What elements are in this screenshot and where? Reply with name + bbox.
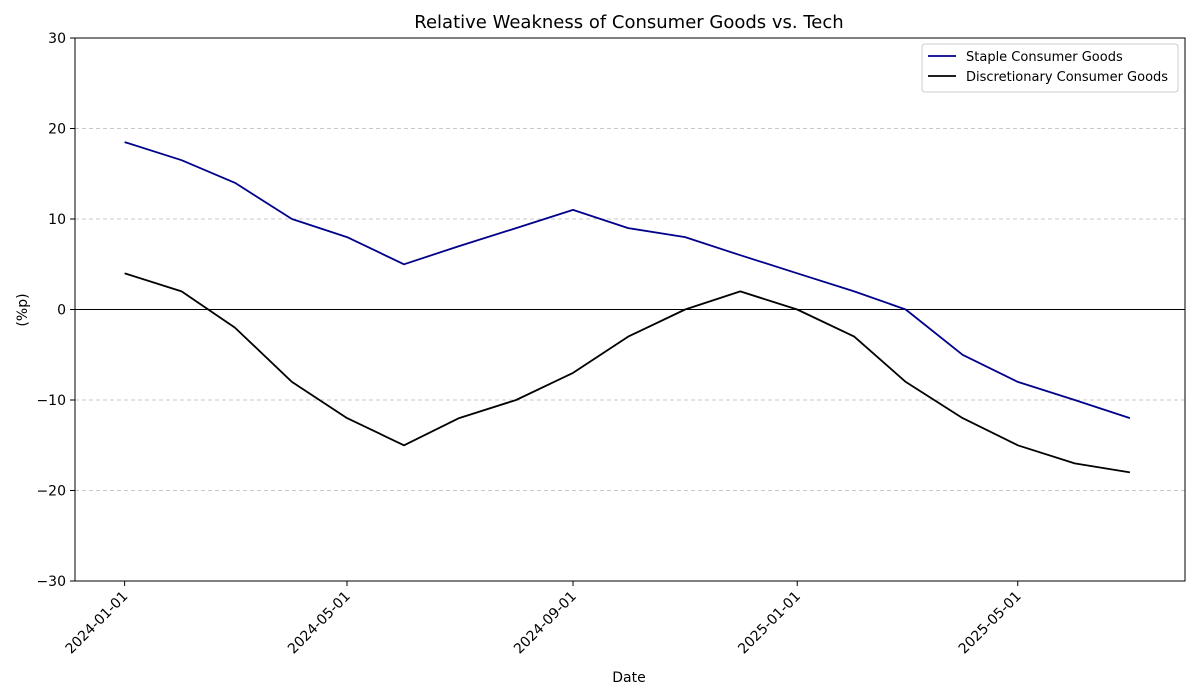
x-tick-label: 2024-05-01 xyxy=(285,589,354,658)
chart-title: Relative Weakness of Consumer Goods vs. … xyxy=(414,12,843,33)
y-axis-label: (%p) xyxy=(15,293,31,326)
legend-label: Staple Consumer Goods xyxy=(966,50,1123,65)
legend-box xyxy=(921,43,1179,93)
legend: Staple Consumer Goods Discretionary Consu… xyxy=(921,43,1179,93)
y-tick-label: −30 xyxy=(36,574,66,590)
series-layer xyxy=(124,141,1131,474)
x-tick-label: 2024-01-01 xyxy=(63,589,132,658)
series-line-1 xyxy=(124,141,1131,419)
legend-label: Discretionary Consumer Goods xyxy=(966,70,1168,85)
series-line-2 xyxy=(124,272,1131,474)
y-axis-ticks: 30 20 10 0 −10 −20 −30 xyxy=(36,31,75,590)
x-tick-label: 2024-09-01 xyxy=(511,589,580,658)
y-tick-label: 20 xyxy=(48,122,66,138)
y-tick-label: 30 xyxy=(48,31,66,47)
x-axis-ticks: 2024-01-01 2024-05-01 2024-09-01 2025-01-01… xyxy=(63,581,1025,657)
y-tick-label: −10 xyxy=(36,393,66,409)
y-tick-label: 0 xyxy=(57,303,66,319)
x-axis-label: Date xyxy=(612,670,645,686)
grid-layer xyxy=(75,128,1185,491)
y-tick-label: 10 xyxy=(48,212,66,228)
y-tick-label: −20 xyxy=(36,484,66,500)
x-tick-label: 2025-01-01 xyxy=(735,589,804,658)
x-tick-label: 2025-05-01 xyxy=(956,589,1025,658)
